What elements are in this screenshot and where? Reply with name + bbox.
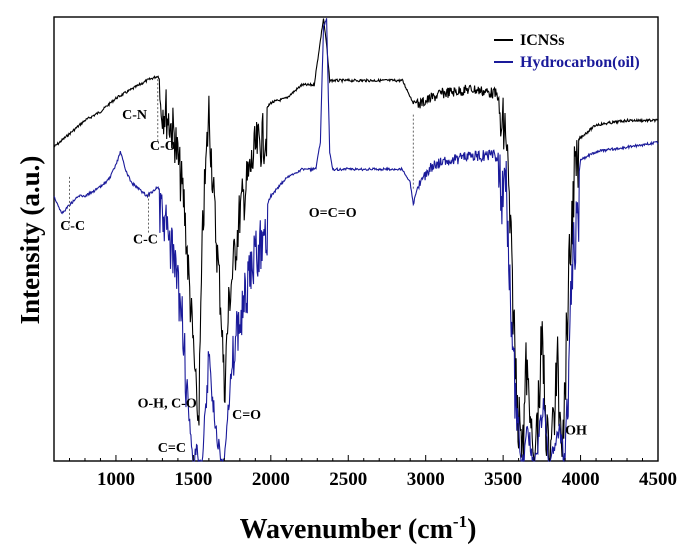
x-tick-label: 4500 xyxy=(639,469,677,490)
peak-annotation-3: C-C xyxy=(60,219,85,234)
peak-annotation-1: C-N xyxy=(122,108,147,123)
peak-annotation-7: C=O xyxy=(232,408,261,423)
x-tick-label: 2500 xyxy=(329,469,367,490)
legend-label-2: Hydrocarbon(oil) xyxy=(520,54,640,71)
x-tick-label: 3500 xyxy=(484,469,522,490)
y-axis-label: Intensity (a.u.) xyxy=(15,156,45,325)
peak-annotation-9: OH xyxy=(565,423,587,438)
legend-label-1: ICNSs xyxy=(520,32,564,49)
peak-annotation-6: O-H, C-O xyxy=(138,397,197,412)
peak-annotation-8: C=C xyxy=(158,441,186,456)
series-line-2 xyxy=(53,18,659,463)
x-tick-label: 1000 xyxy=(97,469,135,490)
x-tick-label: 2000 xyxy=(252,469,290,490)
x-tick-label: 1500 xyxy=(174,469,212,490)
x-tick-layer: 1000 1500 2000 2500 3000 3500 4000 4500 xyxy=(53,455,677,490)
peak-annotation-2: C-O xyxy=(150,139,176,154)
peak-annotation-4: C-C xyxy=(133,232,158,247)
plot-frame xyxy=(53,16,659,462)
x-axis-label: Wavenumber (cm-1) xyxy=(240,512,477,545)
x-tick-label: 3000 xyxy=(407,469,445,490)
x-tick-label: 4000 xyxy=(562,469,600,490)
series-line-1 xyxy=(53,18,659,463)
marker-line-layer xyxy=(69,79,414,235)
series-layer xyxy=(53,18,659,463)
legend: ICNSs Hydrocarbon(oil) xyxy=(494,32,640,71)
peak-annotation-5: O=C=O xyxy=(309,206,357,221)
annotation-layer: C-N C-O C-C C-C O=C=O O-H, C-O C=O C=C OH xyxy=(60,108,587,456)
